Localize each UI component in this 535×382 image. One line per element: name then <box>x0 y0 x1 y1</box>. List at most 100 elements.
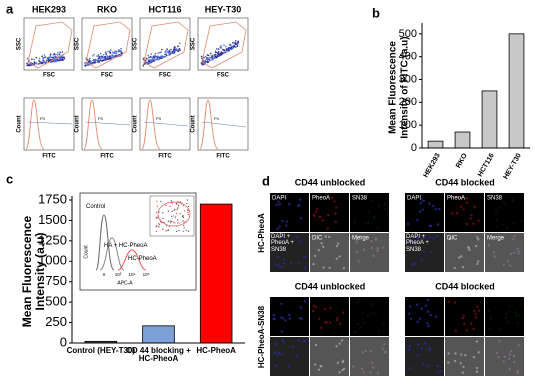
axis-label: Count <box>75 115 81 132</box>
dot <box>220 45 222 47</box>
dot <box>98 55 100 58</box>
cell <box>432 204 435 208</box>
cell <box>354 330 357 334</box>
dot <box>232 47 235 49</box>
cell <box>409 366 412 370</box>
cell <box>283 258 286 261</box>
cell <box>299 306 302 309</box>
dot <box>173 209 175 212</box>
dot <box>156 55 158 58</box>
hist-curve <box>25 99 45 150</box>
dot <box>156 225 158 227</box>
channel-label: Merge <box>487 236 505 242</box>
cell <box>428 202 431 205</box>
cell <box>314 210 318 213</box>
cell <box>461 316 464 320</box>
dic <box>310 233 349 272</box>
dot <box>97 54 100 56</box>
cell <box>474 312 477 316</box>
dot <box>175 49 178 52</box>
condition-title: CD44 unblocked <box>295 177 366 187</box>
dot <box>93 53 95 56</box>
y-tick-label: 0 <box>60 334 67 349</box>
cell <box>422 199 425 203</box>
cell <box>335 318 339 322</box>
channel-label: DAPI <box>407 196 421 202</box>
cells <box>406 198 441 228</box>
cell <box>423 342 427 345</box>
hist-frame <box>81 97 133 151</box>
dot <box>61 59 64 61</box>
y-tick-label: 400 <box>399 51 417 63</box>
cell <box>420 258 423 261</box>
dot <box>114 54 117 57</box>
dot <box>89 62 92 65</box>
channel-label: DAPI + PheoA + SN38 <box>271 234 294 253</box>
cell <box>359 326 362 329</box>
dot <box>236 45 239 47</box>
cell <box>382 322 386 326</box>
cell <box>323 307 327 311</box>
cell <box>272 317 275 320</box>
cell <box>406 222 410 226</box>
panel-label: d <box>262 173 270 188</box>
cell <box>422 250 425 253</box>
dic <box>445 233 484 272</box>
cell <box>477 309 481 312</box>
cell <box>502 200 506 204</box>
dot <box>159 221 162 223</box>
gate-line <box>27 121 73 125</box>
dot <box>61 51 64 53</box>
axis-label: SSC <box>17 37 23 50</box>
dot <box>151 60 154 62</box>
cell <box>436 364 439 368</box>
dot <box>31 58 33 60</box>
cell <box>280 353 284 356</box>
cell <box>284 196 287 200</box>
gate-line <box>201 121 247 128</box>
dot <box>221 52 224 54</box>
dot <box>223 44 225 46</box>
cell <box>297 338 300 342</box>
dic <box>310 337 349 376</box>
dot <box>183 224 185 226</box>
dot <box>105 59 107 61</box>
cell <box>439 369 442 373</box>
micrograph <box>270 337 309 376</box>
cell <box>378 205 381 208</box>
dot <box>183 210 186 212</box>
cell <box>366 314 370 317</box>
cell <box>436 223 440 226</box>
inset-xtick: 10⁴ <box>129 272 136 277</box>
gate-line <box>85 121 131 126</box>
dot <box>213 54 216 56</box>
dot <box>56 54 59 56</box>
sample-title: RKO <box>97 4 117 14</box>
cell <box>496 209 499 212</box>
cell <box>327 213 330 217</box>
dot <box>145 57 148 60</box>
dot <box>215 56 217 59</box>
micrograph <box>350 297 389 336</box>
dot <box>174 222 176 224</box>
dot <box>214 53 217 56</box>
cell <box>499 327 502 331</box>
cell <box>511 199 514 202</box>
cells <box>494 198 522 230</box>
dot <box>92 55 94 57</box>
cell <box>282 341 285 344</box>
dot <box>155 230 158 232</box>
dot <box>188 205 190 208</box>
dot <box>142 57 145 60</box>
cell <box>514 311 517 314</box>
cell <box>506 321 509 324</box>
dic <box>350 233 389 272</box>
dot <box>176 208 178 210</box>
cell <box>370 199 374 202</box>
dot <box>56 60 58 62</box>
cell <box>285 224 288 227</box>
dot <box>52 56 55 59</box>
cell <box>416 343 420 346</box>
inset-curve <box>99 237 125 271</box>
axis-label: Count <box>133 115 139 132</box>
